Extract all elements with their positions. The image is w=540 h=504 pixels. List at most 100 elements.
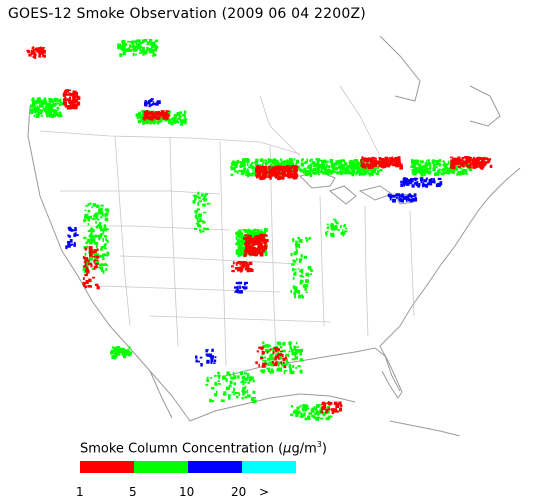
smoke-pixel: [435, 166, 438, 169]
smoke-pixel: [71, 92, 74, 97]
smoke-pixel: [117, 347, 122, 350]
smoke-pixel: [74, 100, 77, 103]
smoke-pixel: [278, 341, 282, 346]
smoke-pixel: [239, 287, 242, 289]
smoke-pixel: [306, 405, 309, 408]
smoke-pixel: [302, 408, 307, 412]
smoke-pixel: [295, 258, 298, 261]
smoke-pixel: [238, 231, 243, 235]
smoke-pixel: [431, 180, 436, 183]
smoke-pixel: [231, 265, 234, 268]
smoke-pixel: [238, 250, 240, 254]
smoke-pixel: [239, 270, 242, 273]
smoke-pixel: [272, 356, 275, 361]
smoke-pixel: [379, 161, 383, 165]
smoke-pixel: [199, 229, 202, 234]
smoke-pixel: [33, 53, 37, 56]
smoke-pixel: [40, 48, 44, 50]
smoke-pixel: [142, 120, 146, 124]
smoke-pixel: [183, 112, 186, 117]
smoke-pixel: [368, 172, 372, 176]
smoke-pixel: [75, 96, 77, 98]
smoke-pixel: [158, 116, 161, 120]
smoke-pixel: [194, 197, 197, 201]
smoke-pixel: [154, 44, 158, 47]
smoke-pixel: [247, 381, 250, 384]
smoke-pixel: [277, 169, 281, 173]
smoke-pixel: [277, 341, 280, 344]
smoke-pixel: [206, 359, 210, 364]
legend-tick-20: 20: [231, 485, 247, 499]
smoke-pixel: [320, 171, 325, 174]
smoke-pixel: [304, 287, 307, 291]
smoke-pixel: [244, 396, 248, 399]
smoke-pixel: [323, 159, 327, 163]
smoke-pixel: [307, 266, 312, 270]
smoke-pixel: [269, 176, 272, 180]
smoke-pixel: [487, 159, 491, 162]
smoke-pixel: [196, 196, 199, 198]
smoke-pixel: [265, 168, 268, 173]
smoke-pixel: [152, 120, 157, 124]
smoke-pixel: [287, 174, 291, 179]
smoke-pixel: [396, 193, 401, 195]
smoke-pixel: [333, 166, 338, 170]
smoke-pixel: [64, 104, 67, 108]
smoke-pixel: [168, 119, 172, 122]
smoke-pixel: [467, 157, 470, 161]
smoke-pixel: [269, 361, 273, 365]
smoke-pixel: [262, 360, 266, 362]
smoke-pixel: [288, 158, 291, 161]
smoke-pixel: [54, 111, 56, 114]
smoke-pixel: [310, 168, 313, 173]
smoke-pixel: [148, 103, 151, 108]
smoke-pixel: [423, 179, 427, 183]
smoke-pixel: [292, 238, 295, 242]
smoke-pixel: [316, 159, 320, 164]
smoke-pixel: [253, 238, 256, 240]
smoke-pixel: [295, 240, 298, 245]
smoke-pixel: [292, 276, 295, 280]
smoke-pixel: [200, 193, 204, 197]
smoke-pixel: [228, 395, 231, 400]
smoke-pixel: [324, 403, 327, 405]
smoke-pixel: [481, 165, 484, 170]
smoke-pixel: [303, 167, 307, 170]
smoke-pixel: [146, 47, 149, 49]
smoke-pixel: [296, 406, 300, 410]
smoke-pixel: [173, 118, 177, 122]
smoke-pixel: [255, 168, 259, 172]
legend-bin-3: [188, 461, 242, 473]
smoke-pixel: [239, 371, 243, 375]
smoke-pixel: [36, 105, 39, 109]
smoke-pixel: [291, 358, 296, 361]
smoke-pixel: [252, 170, 254, 172]
legend-unit-exp: 3: [316, 440, 322, 449]
smoke-pixel: [289, 368, 292, 372]
smoke-pixel: [259, 233, 263, 238]
smoke-pixel: [121, 350, 124, 354]
smoke-pixel: [266, 367, 271, 370]
smoke-pixel: [301, 294, 304, 296]
smoke-pixel: [213, 362, 216, 364]
smoke-pixel: [331, 410, 335, 415]
smoke-pixel: [252, 242, 256, 246]
smoke-pixel: [331, 163, 335, 166]
smoke-pixel: [222, 375, 226, 380]
smoke-pixel: [425, 167, 430, 170]
smoke-pixel: [280, 350, 283, 353]
smoke-pixel: [84, 260, 87, 264]
smoke-pixel: [275, 361, 278, 365]
smoke-pixel: [309, 163, 312, 166]
smoke-pixel: [430, 178, 433, 181]
smoke-pixel: [450, 156, 453, 159]
smoke-pixel: [384, 160, 388, 164]
smoke-pixel: [238, 392, 241, 396]
smoke-pixel: [428, 168, 431, 171]
smoke-pixel: [95, 260, 99, 264]
smoke-pixel: [240, 249, 243, 254]
smoke-pixel: [437, 171, 440, 176]
smoke-pixel: [301, 160, 303, 162]
smoke-pixel: [350, 164, 354, 168]
smoke-pixel: [164, 119, 168, 122]
